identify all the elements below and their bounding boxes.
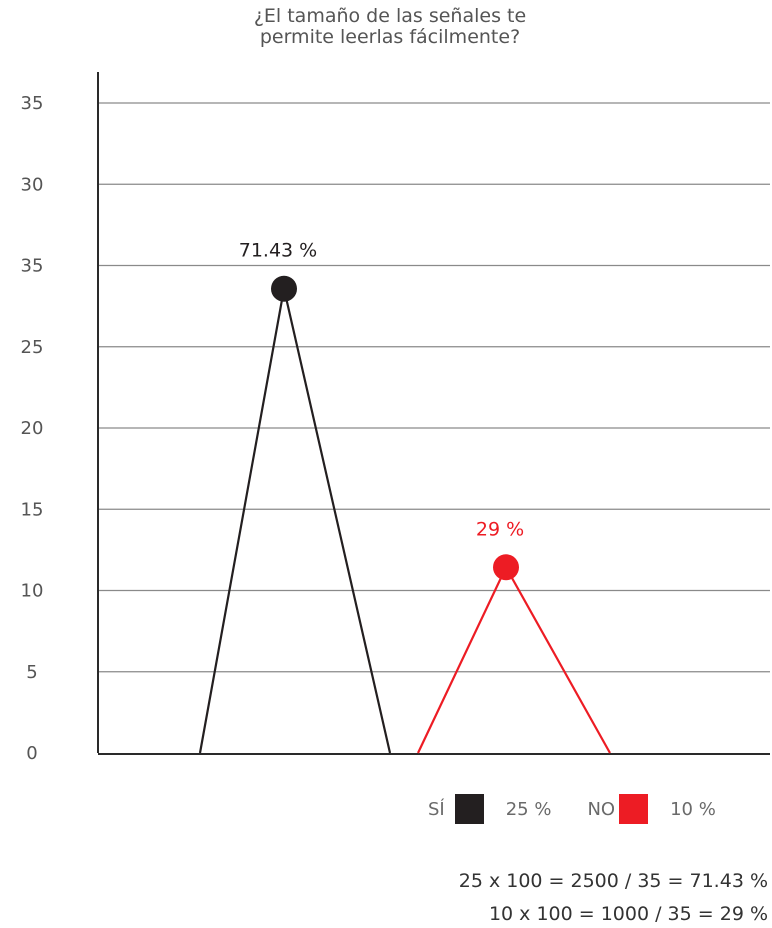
- y-tick-label: 15: [21, 499, 44, 520]
- data-point-2: [493, 554, 519, 581]
- chart-title-line-1: ¿El tamaño de las señales te: [253, 5, 527, 27]
- formula-no: 10 x 100 = 1000 / 35 = 29 %: [488, 903, 768, 925]
- series-line-2: [417, 564, 611, 754]
- formula-si: 25 x 100 = 2500 / 35 = 71.43 %: [458, 870, 768, 892]
- chart-title-line-2: permite leerlas fácilmente?: [259, 26, 521, 48]
- data-point-1: [271, 275, 297, 302]
- data-label-1: 71.43 %: [239, 240, 318, 262]
- data-label-2: 29 %: [476, 518, 524, 540]
- legend-value-no: 10 %: [670, 798, 716, 820]
- y-tick-label: 10: [21, 581, 44, 602]
- y-tick-label: 0: [26, 743, 37, 764]
- legend-swatch-no: [619, 794, 649, 824]
- y-tick-label: 25: [21, 337, 44, 358]
- y-tick-label: 5: [26, 662, 37, 683]
- chart-title: ¿El tamaño de las señales te permite lee…: [190, 6, 590, 48]
- y-tick-label: 35: [21, 93, 44, 114]
- legend-label-no: NO: [587, 798, 616, 820]
- y-tick-label: 35: [21, 256, 44, 277]
- legend-swatch-si: [454, 794, 484, 824]
- chart-legend: SÍ 25 % NO 10 %: [428, 792, 716, 826]
- y-tick-label: 20: [21, 418, 44, 439]
- legend-label-si: SÍ: [428, 798, 445, 820]
- series-line-1: [198, 288, 392, 754]
- legend-value-si: 25 %: [505, 798, 552, 820]
- y-tick-label: 30: [21, 174, 44, 195]
